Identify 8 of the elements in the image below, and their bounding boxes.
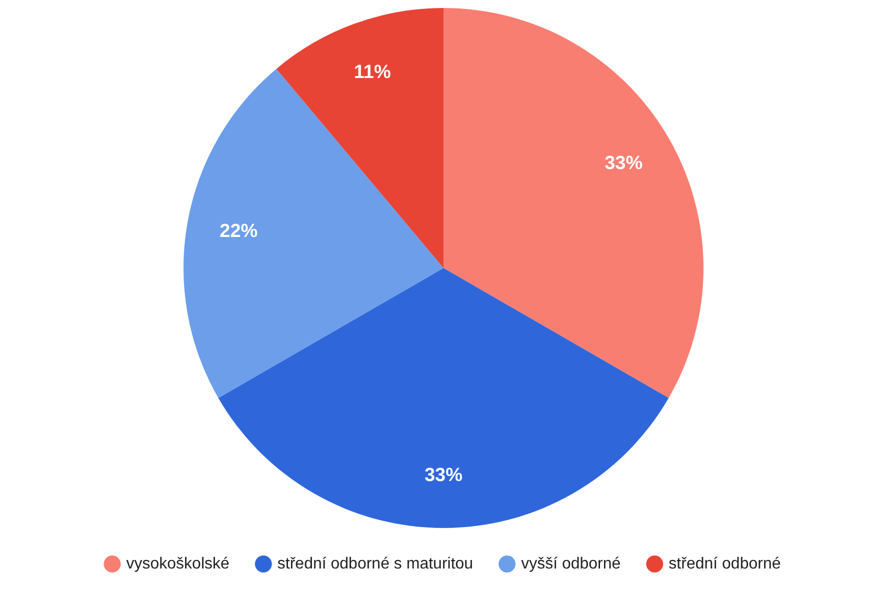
legend-label: vyšší odborné [521,555,621,572]
legend-label: střední odborné s maturitou [277,555,474,572]
data-label: 33% [604,153,643,174]
data-label: 11% [354,62,391,83]
legend-label: střední odborné [668,555,781,572]
data-label: 22% [220,221,258,242]
data-label: 33% [424,465,463,486]
legend-label: vysokoškolské [126,555,230,572]
